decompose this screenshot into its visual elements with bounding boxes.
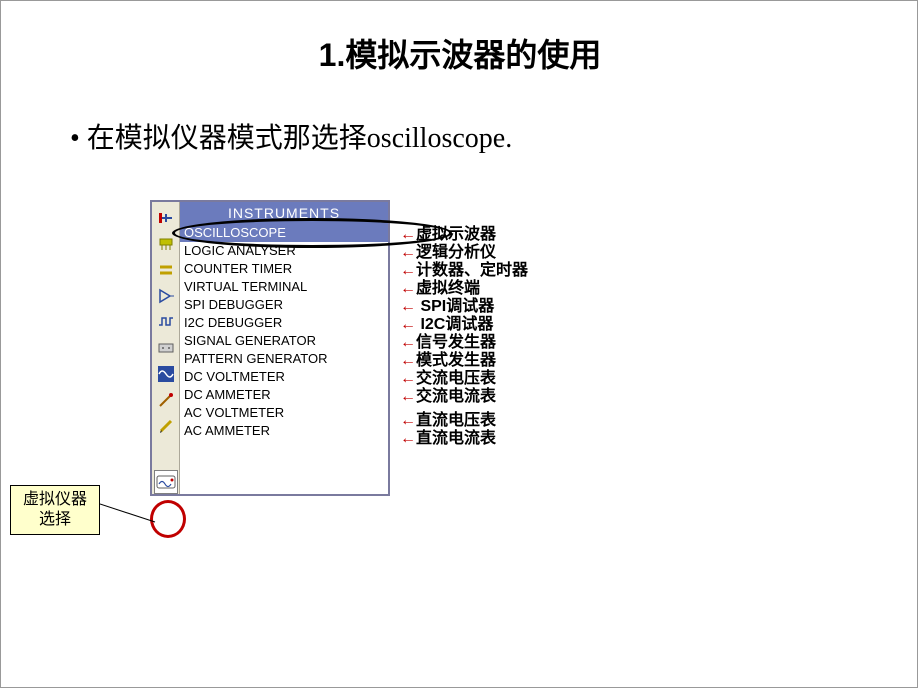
arrow-left-icon: ← (400, 262, 416, 279)
wave-icon[interactable] (154, 310, 178, 334)
callout-line2: 选择 (13, 510, 97, 530)
toolbar-column (152, 202, 180, 494)
annotation-text: 计数器、定时器 (416, 262, 528, 279)
annotation-row: ←虚拟示波器 (400, 226, 528, 244)
arrow-left-icon: ← (400, 226, 416, 243)
annotation-row: ← SPI调试器 (400, 298, 528, 316)
instrument-item[interactable]: DC VOLTMETER (180, 368, 388, 386)
equals-icon[interactable] (154, 258, 178, 282)
screenshot-panel: INSTRUMENTS OSCILLOSCOPELOGIC ANALYSERCO… (150, 200, 390, 496)
instruments-list-column: INSTRUMENTS OSCILLOSCOPELOGIC ANALYSERCO… (180, 202, 388, 494)
instrument-item[interactable]: SIGNAL GENERATOR (180, 332, 388, 350)
arrow-left-icon: ← (400, 298, 416, 315)
annotation-row: ←直流电压表 (400, 412, 528, 430)
instruments-button[interactable] (154, 470, 178, 494)
gate-icon[interactable] (154, 284, 178, 308)
instruments-panel: INSTRUMENTS OSCILLOSCOPELOGIC ANALYSERCO… (150, 200, 390, 496)
arrow-left-icon: ← (400, 412, 416, 429)
instrument-item[interactable]: OSCILLOSCOPE (180, 224, 388, 242)
instrument-item[interactable]: PATTERN GENERATOR (180, 350, 388, 368)
pencil-icon[interactable] (154, 414, 178, 438)
instrument-item[interactable]: AC AMMETER (180, 422, 388, 440)
probe-icon[interactable] (154, 388, 178, 412)
annotation-row: ←模式发生器 (400, 352, 528, 370)
annotation-text: 交流电流表 (416, 388, 496, 405)
annotation-text: SPI调试器 (416, 298, 494, 315)
instrument-item[interactable]: LOGIC ANALYSER (180, 242, 388, 260)
slide-title: 1.模拟示波器的使用 (0, 0, 920, 76)
sine-icon[interactable] (154, 362, 178, 386)
callout-line1: 虚拟仪器 (13, 490, 97, 510)
instrument-item[interactable]: SPI DEBUGGER (180, 296, 388, 314)
annotation-text: 直流电压表 (416, 412, 496, 429)
arrow-left-icon: ← (400, 352, 416, 369)
instruments-header: INSTRUMENTS (180, 202, 388, 224)
terminal-icon[interactable] (154, 206, 178, 230)
annotation-row: ←交流电压表 (400, 370, 528, 388)
arrow-left-icon: ← (400, 244, 416, 261)
annotation-text: 信号发生器 (416, 334, 496, 351)
annotation-text: 逻辑分析仪 (416, 244, 496, 261)
arrow-left-icon: ← (400, 334, 416, 351)
annotation-text: 虚拟终端 (416, 280, 480, 297)
arrow-left-icon: ← (400, 316, 416, 333)
instruments-button-highlight-circle (150, 500, 186, 538)
pin-icon[interactable] (154, 232, 178, 256)
instruments-list: OSCILLOSCOPELOGIC ANALYSERCOUNTER TIMERV… (180, 224, 388, 440)
arrow-left-icon: ← (400, 280, 416, 297)
meter-icon[interactable] (154, 336, 178, 360)
annotation-row: ←计数器、定时器 (400, 262, 528, 280)
annotation-row: ←交流电流表 (400, 388, 528, 406)
annotation-text: 交流电压表 (416, 370, 496, 387)
annotation-row: ←逻辑分析仪 (400, 244, 528, 262)
annotation-text: 虚拟示波器 (416, 226, 496, 243)
callout-connector (100, 500, 160, 528)
instrument-item[interactable]: DC AMMETER (180, 386, 388, 404)
list-spacer (180, 440, 388, 494)
arrow-left-icon: ← (400, 370, 416, 387)
instrument-item[interactable]: I2C DEBUGGER (180, 314, 388, 332)
callout-box: 虚拟仪器 选择 (10, 485, 100, 535)
annotation-row: ←虚拟终端 (400, 280, 528, 298)
annotation-text: 直流电流表 (416, 430, 496, 447)
bullet-text: • 在模拟仪器模式那选择oscilloscope. (0, 76, 920, 156)
annotation-row: ←直流电流表 (400, 430, 528, 448)
annotation-row: ← I2C调试器 (400, 316, 528, 334)
annotation-text: 模式发生器 (416, 352, 496, 369)
instrument-item[interactable]: AC VOLTMETER (180, 404, 388, 422)
instrument-item[interactable]: COUNTER TIMER (180, 260, 388, 278)
annotation-row: ←信号发生器 (400, 334, 528, 352)
annotation-text: I2C调试器 (416, 316, 493, 333)
arrow-left-icon: ← (400, 388, 416, 405)
arrow-left-icon: ← (400, 430, 416, 447)
annotations-column: ←虚拟示波器←逻辑分析仪←计数器、定时器←虚拟终端← SPI调试器← I2C调试… (400, 226, 528, 448)
instrument-item[interactable]: VIRTUAL TERMINAL (180, 278, 388, 296)
